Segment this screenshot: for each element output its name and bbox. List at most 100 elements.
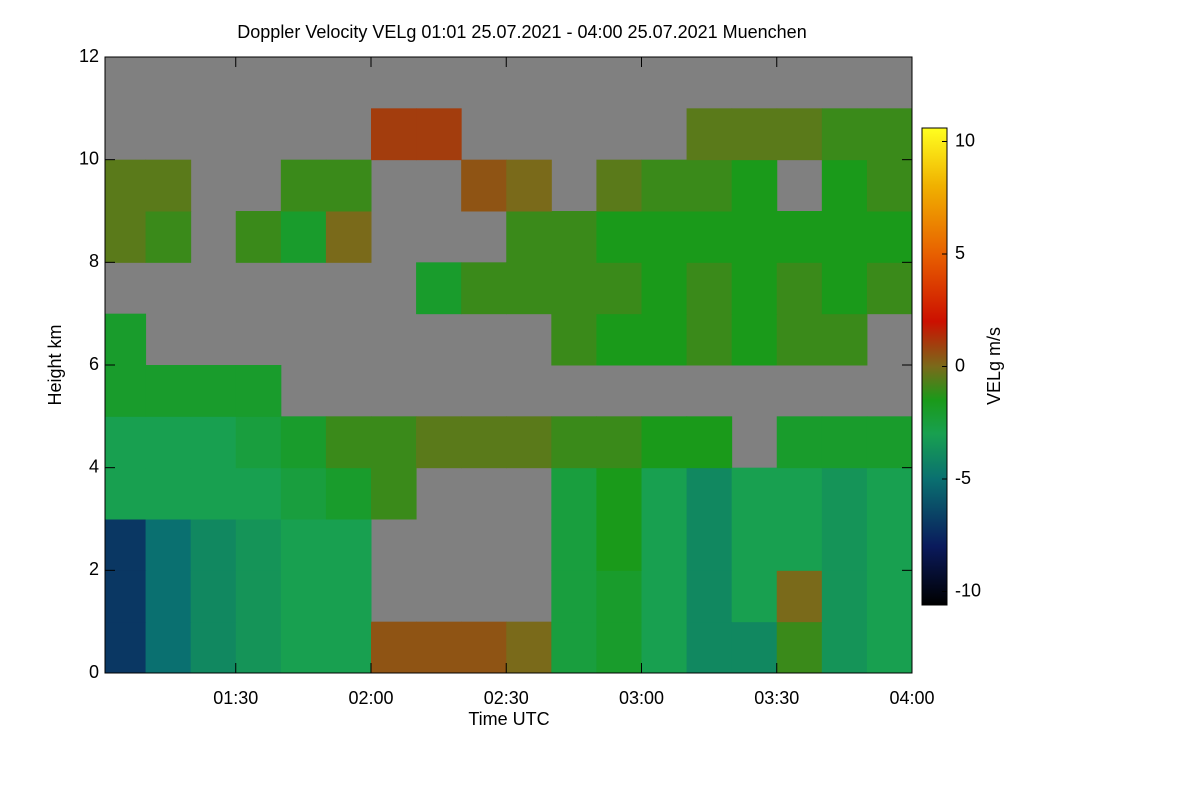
- heat-cell: [551, 211, 597, 263]
- heat-cell: [776, 262, 823, 315]
- heat-cell: [821, 621, 868, 673]
- heat-cell: [105, 211, 147, 263]
- heat-cell: [641, 159, 688, 212]
- heat-cell: [506, 211, 552, 263]
- heat-cell: [551, 416, 597, 469]
- colorbar-tick-label: 0: [955, 355, 965, 375]
- heat-cell: [105, 519, 147, 571]
- heat-cell: [145, 365, 192, 417]
- heat-cell: [596, 467, 642, 520]
- heat-cell: [731, 262, 778, 315]
- heat-cell: [190, 519, 237, 571]
- heat-cell: [866, 262, 912, 315]
- heat-cell: [190, 570, 237, 623]
- heat-cell: [776, 467, 823, 520]
- heat-cell: [596, 262, 642, 315]
- heat-cell: [235, 621, 282, 673]
- heat-cell: [416, 416, 462, 469]
- heat-cell: [596, 159, 642, 212]
- y-tick-label: 8: [89, 251, 99, 271]
- heat-cell: [866, 211, 912, 263]
- heat-cell: [596, 211, 642, 263]
- heat-cell: [731, 211, 778, 263]
- heat-cell: [731, 519, 778, 571]
- y-tick-label: 4: [89, 456, 99, 476]
- heat-cell: [235, 467, 282, 520]
- heat-cell: [866, 570, 912, 623]
- heat-cell: [105, 159, 147, 212]
- heat-cell: [105, 416, 147, 469]
- heat-cell: [280, 570, 327, 623]
- heat-cell: [325, 416, 372, 469]
- heat-cell: [235, 519, 282, 571]
- heat-cell: [235, 570, 282, 623]
- heat-cell: [641, 262, 688, 315]
- heat-cell: [461, 416, 507, 469]
- heat-cell: [686, 570, 733, 623]
- heat-cell: [776, 570, 823, 623]
- heat-cell: [686, 262, 733, 315]
- heat-cell: [280, 211, 327, 263]
- heat-cell: [641, 211, 688, 263]
- heat-cell: [821, 519, 868, 571]
- heat-cell: [145, 416, 192, 469]
- heat-cell: [105, 313, 147, 366]
- heat-cell: [866, 621, 912, 673]
- heat-cell: [596, 313, 642, 366]
- heat-cell: [821, 467, 868, 520]
- heat-cell: [280, 416, 327, 469]
- heat-cell: [280, 159, 327, 212]
- heat-cell: [776, 313, 823, 366]
- heat-cell: [235, 416, 282, 469]
- heat-cell: [641, 313, 688, 366]
- heat-cell: [551, 519, 597, 571]
- heat-cell: [105, 365, 147, 417]
- chart-title: Doppler Velocity VELg 01:01 25.07.2021 -…: [237, 22, 806, 42]
- heat-cell: [731, 621, 778, 673]
- heat-cell: [105, 467, 147, 520]
- heat-cell: [596, 570, 642, 623]
- heat-cell: [416, 108, 462, 161]
- heat-cell: [686, 159, 733, 212]
- colorbar-tick-label: 5: [955, 243, 965, 263]
- heat-cell: [776, 211, 823, 263]
- heat-cell: [325, 519, 372, 571]
- heat-cell: [686, 467, 733, 520]
- heat-cell: [776, 108, 823, 161]
- x-tick-label: 04:00: [889, 688, 934, 708]
- heat-cell: [370, 621, 417, 673]
- heat-cell: [506, 621, 552, 673]
- colorbar-tick-label: -10: [955, 580, 981, 600]
- plot-area: [105, 57, 912, 673]
- heat-cell: [325, 570, 372, 623]
- heat-cell: [866, 159, 912, 212]
- colorbar-label: VELg m/s: [984, 327, 1004, 405]
- heat-cell: [641, 519, 688, 571]
- colorbar-tick-label: 10: [955, 130, 975, 150]
- heat-cell: [325, 467, 372, 520]
- heat-cell: [821, 211, 868, 263]
- y-tick-label: 0: [89, 662, 99, 682]
- heat-cell: [105, 570, 147, 623]
- heat-cell: [190, 365, 237, 417]
- heat-cell: [551, 570, 597, 623]
- y-tick-label: 10: [79, 148, 99, 168]
- y-axis-label: Height km: [45, 324, 65, 405]
- heat-cell: [686, 211, 733, 263]
- heat-cell: [370, 467, 417, 520]
- heat-cell: [190, 416, 237, 469]
- heat-cell: [551, 262, 597, 315]
- y-tick-label: 6: [89, 354, 99, 374]
- heat-cell: [145, 467, 192, 520]
- heat-cell: [280, 621, 327, 673]
- heat-cell: [190, 467, 237, 520]
- heat-cell: [506, 416, 552, 469]
- heat-cell: [821, 159, 868, 212]
- colorbar-tick-label: -5: [955, 468, 971, 488]
- heat-cell: [776, 519, 823, 571]
- heat-cell: [776, 416, 823, 469]
- heat-cell: [461, 159, 507, 212]
- heat-cell: [821, 262, 868, 315]
- heat-cell: [235, 211, 282, 263]
- heat-cell: [866, 467, 912, 520]
